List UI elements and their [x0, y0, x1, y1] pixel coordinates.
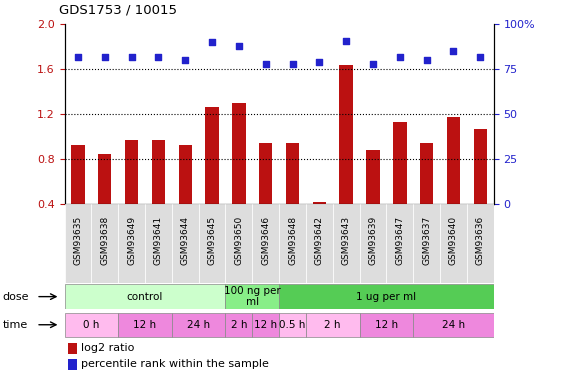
Text: 12 h: 12 h — [375, 320, 398, 330]
Text: 24 h: 24 h — [442, 320, 465, 330]
Bar — [226, 284, 279, 309]
Text: GSM93638: GSM93638 — [100, 216, 109, 266]
Text: 2 h: 2 h — [324, 320, 341, 330]
Bar — [65, 312, 118, 337]
Text: 12 h: 12 h — [134, 320, 157, 330]
Point — [422, 57, 431, 63]
Bar — [252, 312, 279, 337]
Point — [369, 61, 378, 67]
Bar — [151, 140, 165, 204]
Bar — [118, 204, 145, 283]
Point — [476, 54, 485, 60]
Bar — [467, 204, 494, 283]
Point — [449, 48, 458, 54]
Bar — [67, 358, 76, 370]
Point — [127, 54, 136, 60]
Text: GSM93637: GSM93637 — [422, 216, 431, 266]
Bar — [172, 312, 226, 337]
Bar — [440, 204, 467, 283]
Bar — [420, 142, 433, 204]
Text: GSM93648: GSM93648 — [288, 216, 297, 266]
Point — [73, 54, 82, 60]
Bar — [65, 204, 91, 283]
Bar — [333, 204, 360, 283]
Bar — [172, 204, 199, 283]
Bar — [91, 204, 118, 283]
Bar — [226, 312, 252, 337]
Text: GDS1753 / 10015: GDS1753 / 10015 — [59, 4, 177, 17]
Bar — [226, 204, 252, 283]
Text: GSM93639: GSM93639 — [369, 216, 378, 266]
Point — [234, 43, 243, 49]
Bar — [232, 103, 246, 204]
Point — [396, 54, 404, 60]
Text: 0 h: 0 h — [83, 320, 99, 330]
Bar — [279, 204, 306, 283]
Bar — [279, 312, 306, 337]
Bar — [360, 312, 413, 337]
Bar — [306, 312, 360, 337]
Point — [100, 54, 109, 60]
Bar — [252, 204, 279, 283]
Bar — [473, 129, 487, 204]
Point — [181, 57, 190, 63]
Text: log2 ratio: log2 ratio — [81, 343, 135, 353]
Point — [315, 59, 324, 65]
Bar — [98, 154, 112, 204]
Text: control: control — [127, 292, 163, 302]
Bar — [65, 284, 226, 309]
Text: GSM93649: GSM93649 — [127, 216, 136, 266]
Text: percentile rank within the sample: percentile rank within the sample — [81, 359, 269, 369]
Text: 0.5 h: 0.5 h — [279, 320, 306, 330]
Bar — [306, 204, 333, 283]
Text: 12 h: 12 h — [254, 320, 277, 330]
Text: 100 ng per
ml: 100 ng per ml — [224, 286, 280, 308]
Point — [288, 61, 297, 67]
Point — [261, 61, 270, 67]
Text: GSM93636: GSM93636 — [476, 216, 485, 266]
Bar — [279, 284, 494, 309]
Bar — [178, 145, 192, 204]
Bar — [393, 122, 407, 204]
Bar — [286, 142, 299, 204]
Text: GSM93645: GSM93645 — [208, 216, 217, 266]
Bar — [259, 142, 273, 204]
Text: GSM93642: GSM93642 — [315, 216, 324, 265]
Bar — [366, 150, 380, 204]
Text: GSM93650: GSM93650 — [234, 216, 243, 266]
Bar — [145, 204, 172, 283]
Point — [154, 54, 163, 60]
Bar — [413, 312, 494, 337]
Point — [208, 39, 217, 45]
Text: GSM93640: GSM93640 — [449, 216, 458, 266]
Bar — [71, 145, 85, 204]
Text: GSM93644: GSM93644 — [181, 216, 190, 265]
Bar — [205, 106, 219, 204]
Bar — [312, 202, 326, 204]
Text: 24 h: 24 h — [187, 320, 210, 330]
Text: GSM93641: GSM93641 — [154, 216, 163, 266]
Text: 1 ug per ml: 1 ug per ml — [356, 292, 416, 302]
Bar — [387, 204, 413, 283]
Text: GSM93646: GSM93646 — [261, 216, 270, 266]
Text: GSM93647: GSM93647 — [396, 216, 404, 266]
Bar — [413, 204, 440, 283]
Bar — [125, 140, 138, 204]
Text: dose: dose — [3, 292, 29, 302]
Bar — [360, 204, 387, 283]
Point — [342, 38, 351, 44]
Bar — [199, 204, 226, 283]
Text: GSM93635: GSM93635 — [73, 216, 82, 266]
Bar — [339, 65, 353, 204]
Bar — [67, 343, 76, 354]
Bar — [118, 312, 172, 337]
Text: GSM93643: GSM93643 — [342, 216, 351, 266]
Text: time: time — [3, 320, 28, 330]
Text: 2 h: 2 h — [231, 320, 247, 330]
Bar — [447, 117, 460, 204]
